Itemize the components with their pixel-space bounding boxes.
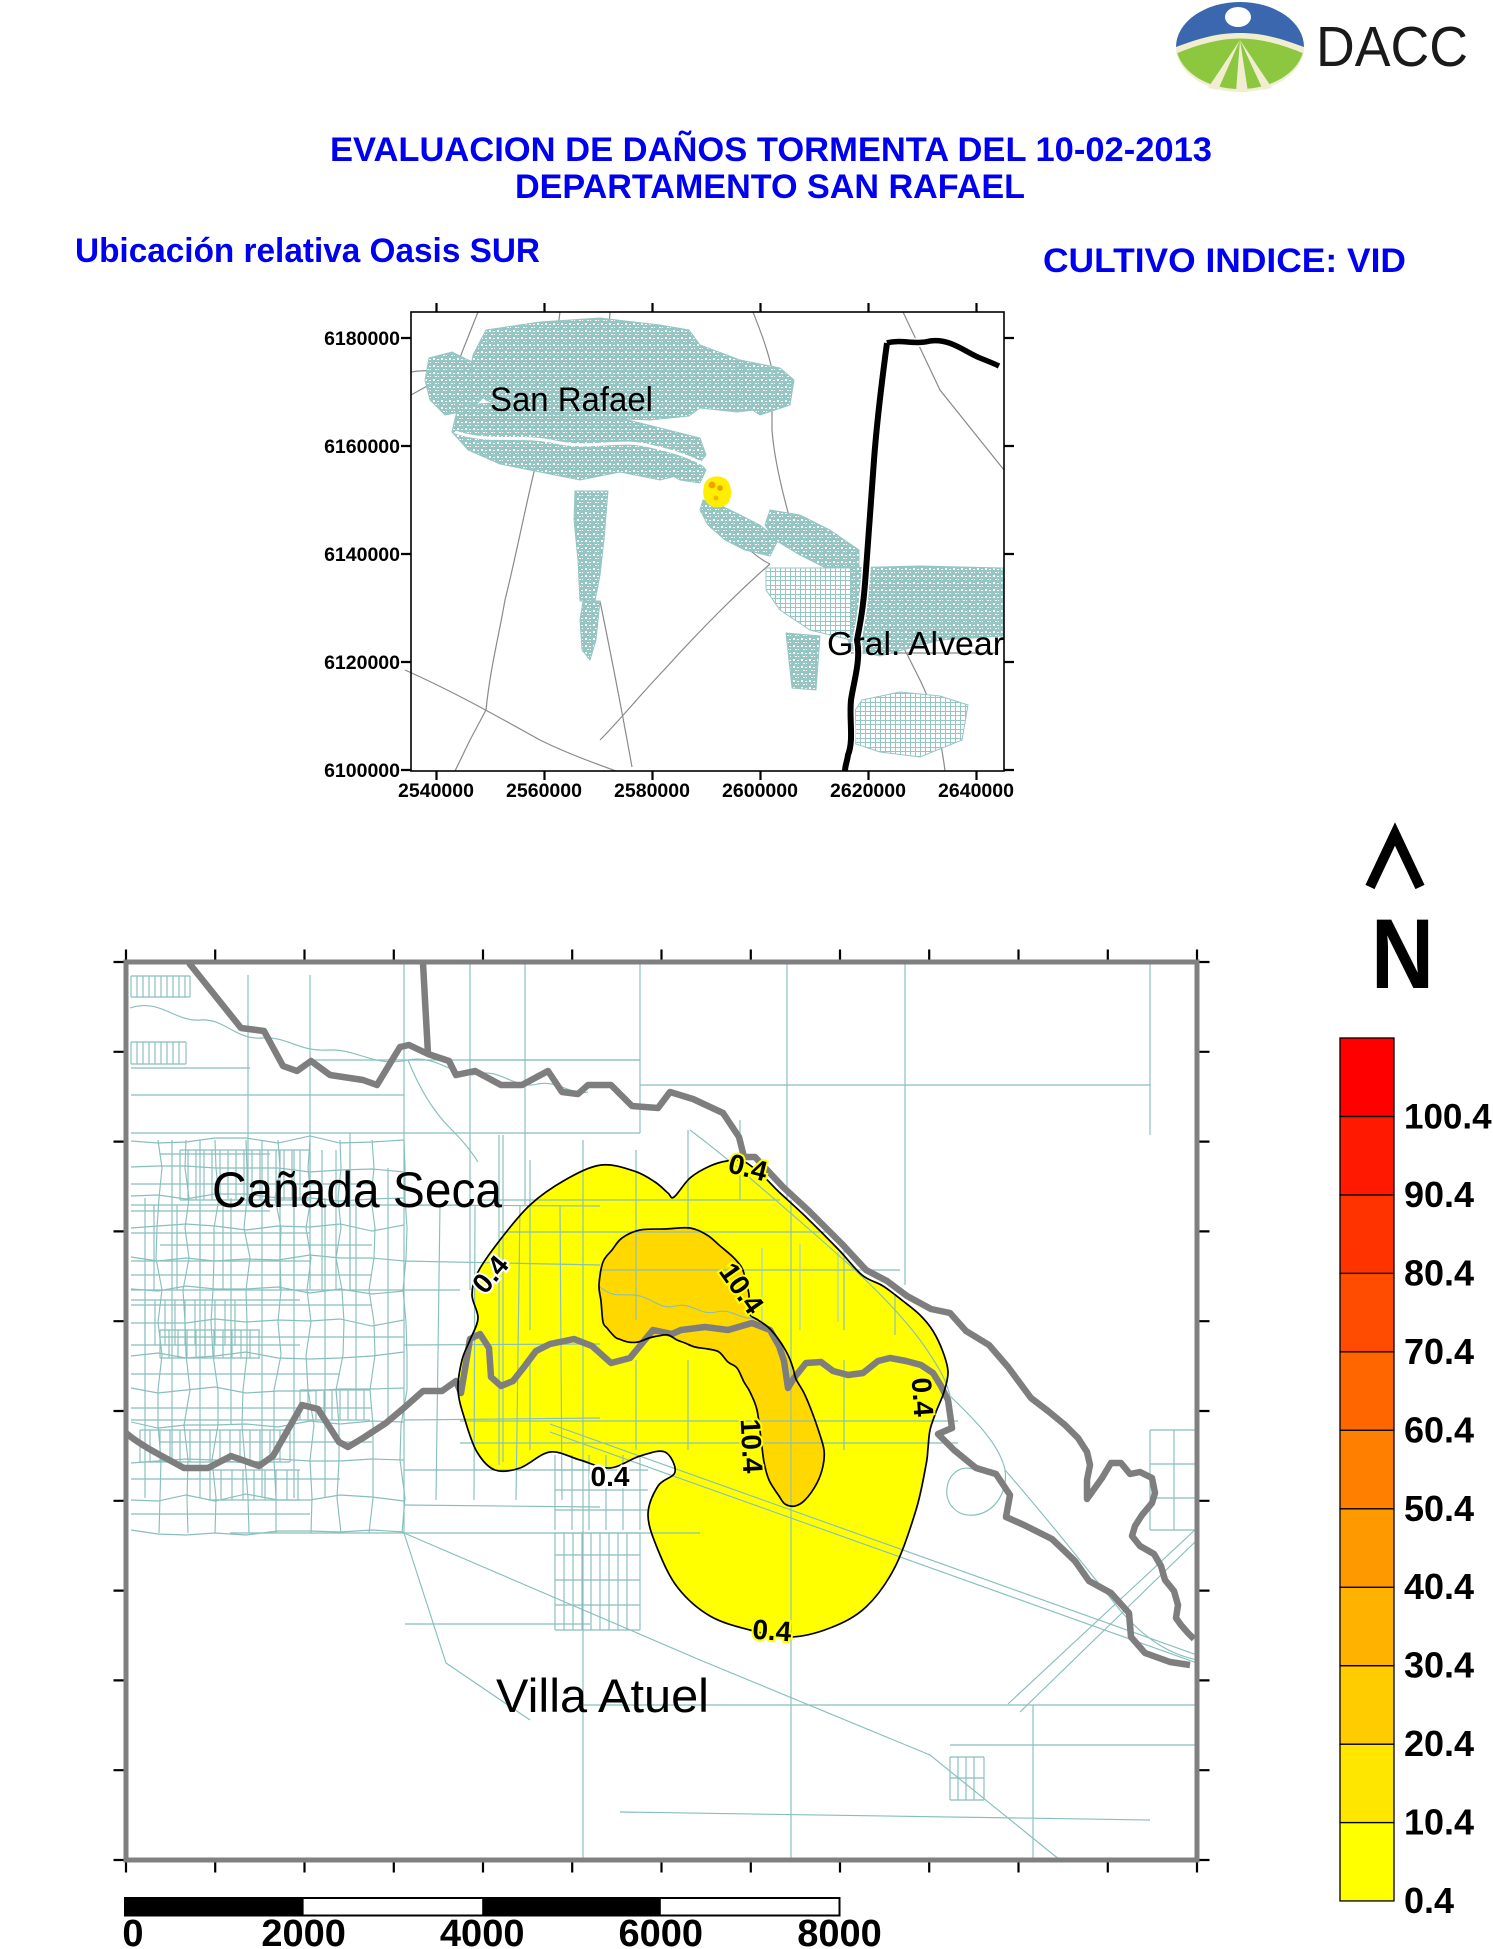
svg-text:2560000: 2560000	[506, 780, 582, 802]
svg-text:10.4: 10.4	[735, 1418, 769, 1474]
svg-text:90.4: 90.4	[1404, 1174, 1474, 1215]
svg-text:Ubicación relativa Oasis SUR: Ubicación relativa Oasis SUR	[75, 232, 540, 270]
svg-text:N: N	[1371, 898, 1434, 1009]
svg-text:Villa Atuel: Villa Atuel	[496, 1669, 709, 1722]
svg-text:0.4: 0.4	[1404, 1880, 1454, 1921]
svg-text:2580000: 2580000	[614, 780, 690, 802]
svg-text:2620000: 2620000	[830, 780, 906, 802]
svg-text:0.4: 0.4	[751, 1614, 792, 1648]
svg-text:2640000: 2640000	[938, 780, 1014, 802]
svg-text:0.4: 0.4	[906, 1377, 940, 1418]
svg-text:40.4: 40.4	[1404, 1566, 1474, 1607]
svg-text:EVALUACION DE DAÑOS TORMENTA D: EVALUACION DE DAÑOS TORMENTA DEL 10-02-2…	[330, 131, 1212, 169]
svg-text:2540000: 2540000	[398, 780, 474, 802]
svg-text:0.4: 0.4	[591, 1461, 630, 1492]
svg-text:San Rafael: San Rafael	[490, 381, 653, 419]
svg-text:20.4: 20.4	[1404, 1723, 1474, 1764]
svg-text:30.4: 30.4	[1404, 1645, 1474, 1686]
svg-text:Cañada Seca: Cañada Seca	[212, 1162, 502, 1218]
svg-text:100.4: 100.4	[1404, 1098, 1492, 1137]
svg-text:6180000: 6180000	[324, 328, 400, 350]
svg-text:60.4: 60.4	[1404, 1409, 1474, 1450]
svg-text:50.4: 50.4	[1404, 1488, 1474, 1529]
svg-text:DACC: DACC	[1316, 15, 1468, 79]
svg-text:CULTIVO INDICE: VID: CULTIVO INDICE: VID	[1043, 242, 1406, 280]
svg-text:2600000: 2600000	[722, 780, 798, 802]
svg-text:6100000: 6100000	[324, 760, 400, 782]
svg-text:10.4: 10.4	[1404, 1802, 1474, 1843]
svg-text:80.4: 80.4	[1404, 1252, 1474, 1293]
svg-text:4000: 4000	[440, 1913, 525, 1949]
svg-text:2000: 2000	[261, 1913, 346, 1949]
svg-text:6000: 6000	[619, 1913, 704, 1949]
svg-text:6160000: 6160000	[324, 436, 400, 458]
svg-text:6120000: 6120000	[324, 652, 400, 674]
svg-text:Gral. Alvear: Gral. Alvear	[827, 625, 1004, 662]
svg-text:0: 0	[122, 1913, 143, 1949]
svg-text:DEPARTAMENTO SAN RAFAEL: DEPARTAMENTO SAN RAFAEL	[515, 168, 1025, 206]
svg-text:6140000: 6140000	[324, 544, 400, 566]
svg-text:8000: 8000	[797, 1913, 882, 1949]
svg-text:70.4: 70.4	[1404, 1331, 1474, 1372]
